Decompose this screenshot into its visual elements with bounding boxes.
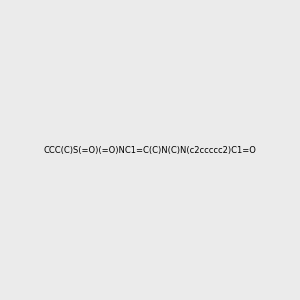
Text: CCC(C)S(=O)(=O)NC1=C(C)N(C)N(c2ccccc2)C1=O: CCC(C)S(=O)(=O)NC1=C(C)N(C)N(c2ccccc2)C1…: [44, 146, 256, 154]
